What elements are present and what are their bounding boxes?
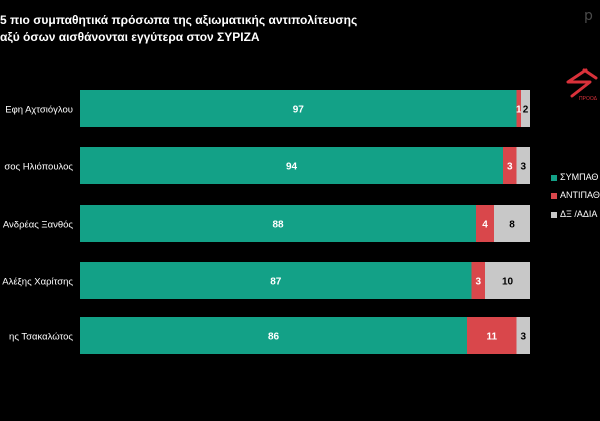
bar-segment xyxy=(80,205,476,242)
legend-swatch xyxy=(551,212,557,218)
bar-segment xyxy=(80,147,503,184)
category-label: Ανδρέας Ξανθός xyxy=(3,220,74,231)
data-label: 1 xyxy=(516,105,522,116)
brand-corner-mark: p xyxy=(584,8,593,24)
data-label: 3 xyxy=(520,162,526,173)
bar-segment xyxy=(80,262,472,299)
data-label: 2 xyxy=(523,105,529,116)
bar-segment xyxy=(80,317,467,354)
bar-segment xyxy=(516,147,530,184)
bar-segment xyxy=(503,147,517,184)
bar-segment xyxy=(516,90,521,127)
data-label: 94 xyxy=(286,162,298,173)
data-label: 97 xyxy=(293,105,305,116)
legend-label: ΑΝΤΙΠΑΘ xyxy=(560,190,600,200)
data-label: 87 xyxy=(270,277,282,288)
bar-segment xyxy=(471,262,485,299)
bar-segment xyxy=(80,90,517,127)
bar-segment xyxy=(476,205,494,242)
legend-label: ΣΥΜΠΑΘ xyxy=(560,172,599,182)
data-label: 3 xyxy=(475,277,481,288)
bar-segment xyxy=(467,317,517,354)
category-label: σος Ηλιόπουλος xyxy=(4,162,73,173)
chart-title-line-2: αξύ όσων αισθάνονται εγγύτερα στον ΣΥΡΙΖ… xyxy=(0,30,260,44)
data-label: 3 xyxy=(507,162,513,173)
data-label: 88 xyxy=(272,220,284,231)
category-label: Αλέξης Χαρίτσης xyxy=(2,277,73,288)
data-label: 8 xyxy=(509,220,515,231)
data-label: 4 xyxy=(482,220,488,231)
chart-title-line-1: 5 πιο συμπαθητικά πρόσωπα της αξιωματική… xyxy=(0,13,358,27)
data-label: 11 xyxy=(486,332,497,343)
bar-segment xyxy=(494,205,530,242)
category-label: Εφη Αχτσιόγλου xyxy=(5,105,73,116)
bar-segment xyxy=(485,262,530,299)
logo-caption: ΠΡΟΟΔ xyxy=(579,96,597,102)
legend-swatch xyxy=(551,175,557,181)
data-label: 10 xyxy=(502,277,514,288)
legend-swatch xyxy=(551,193,557,199)
bar-segment xyxy=(516,317,530,354)
bar-segment xyxy=(521,90,530,127)
data-label: 86 xyxy=(268,332,280,343)
legend-label: ΔΞ /ΑΔΙΑ xyxy=(560,209,598,219)
syriza-logo-icon xyxy=(566,68,598,98)
category-label: ης Τσακαλώτος xyxy=(9,332,73,343)
data-label: 3 xyxy=(520,332,526,343)
